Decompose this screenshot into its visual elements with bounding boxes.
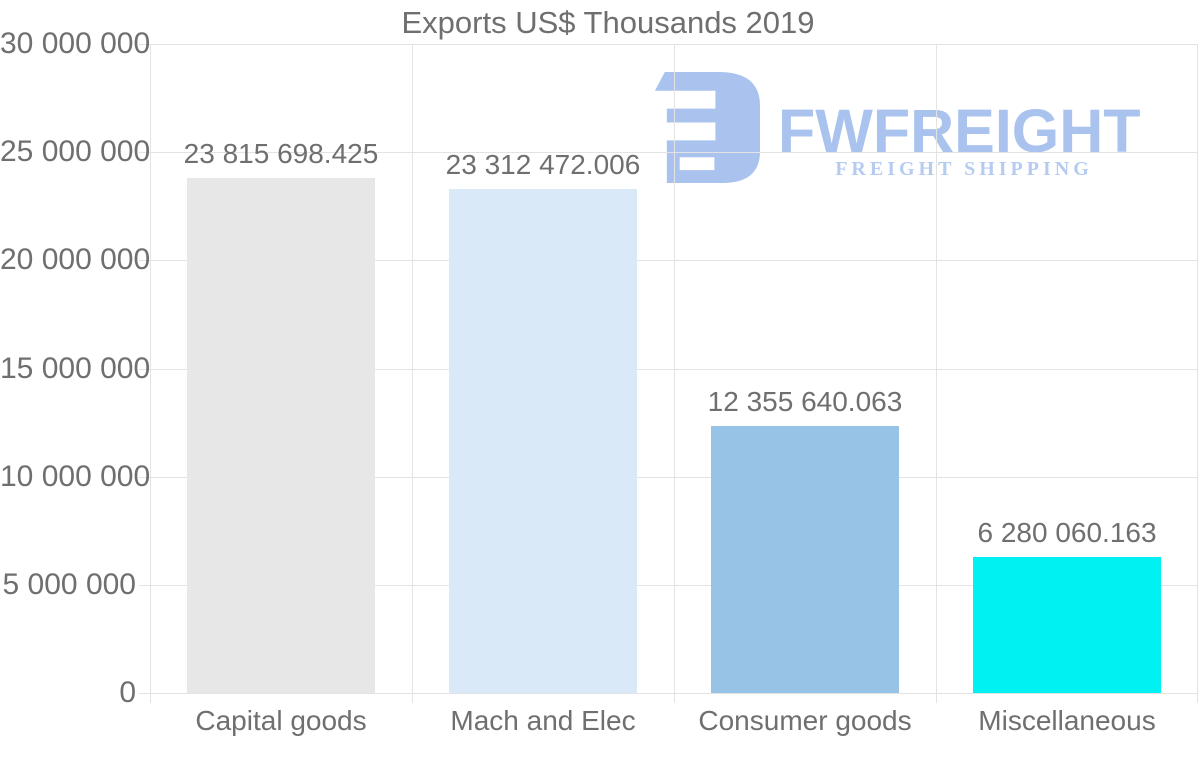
y-tick-mark: [139, 369, 150, 370]
bar: [973, 557, 1161, 693]
y-tick-label: 30 000 000: [0, 27, 151, 60]
x-axis-label: Mach and Elec: [450, 705, 636, 736]
y-tick-mark: [139, 44, 150, 45]
y-tick-mark: [139, 585, 150, 586]
y-tick-label: 5 000 000: [2, 568, 136, 601]
bar: [449, 188, 637, 693]
chart-title: Exports US$ Thousands 2019: [401, 5, 815, 40]
watermark-subtitle: FREIGHT SHIPPING: [835, 158, 1093, 180]
y-tick-mark: [139, 693, 150, 694]
x-gridline: [674, 44, 675, 703]
x-gridline: [1197, 44, 1198, 703]
watermark-wordmark: FWFREIGHT: [778, 97, 1141, 165]
x-axis-label: Miscellaneous: [978, 705, 1156, 736]
category-cell: 23 815 698.425: [150, 44, 412, 693]
category-cell: 12 355 640.063: [674, 44, 936, 693]
bar-value-label: 23 312 472.006: [445, 148, 641, 180]
y-tick-label: 15 000 000: [0, 352, 151, 385]
bar-value-label: 23 815 698.425: [183, 137, 379, 169]
y-tick-label: 10 000 000: [0, 460, 151, 493]
bar: [711, 425, 899, 693]
x-gridline: [936, 44, 937, 703]
y-tick-label: 0: [119, 676, 136, 709]
x-axis-label: Capital goods: [195, 705, 367, 736]
y-tick-mark: [139, 152, 150, 153]
y-tick-label: 20 000 000: [0, 243, 151, 276]
bar-value-label: 6 280 060.163: [977, 517, 1157, 549]
bar: [187, 177, 375, 693]
category-cell: 23 312 472.006: [412, 44, 674, 693]
bar-value-label: 12 355 640.063: [707, 385, 903, 417]
fwfreight-logo-icon: [654, 71, 761, 183]
x-gridline: [150, 44, 151, 703]
category-cell: 6 280 060.163: [936, 44, 1198, 693]
x-gridline: [412, 44, 413, 703]
y-tick-label: 25 000 000: [0, 135, 151, 168]
x-axis-label: Consumer goods: [698, 705, 912, 736]
y-tick-mark: [139, 260, 150, 261]
y-tick-mark: [139, 477, 150, 478]
